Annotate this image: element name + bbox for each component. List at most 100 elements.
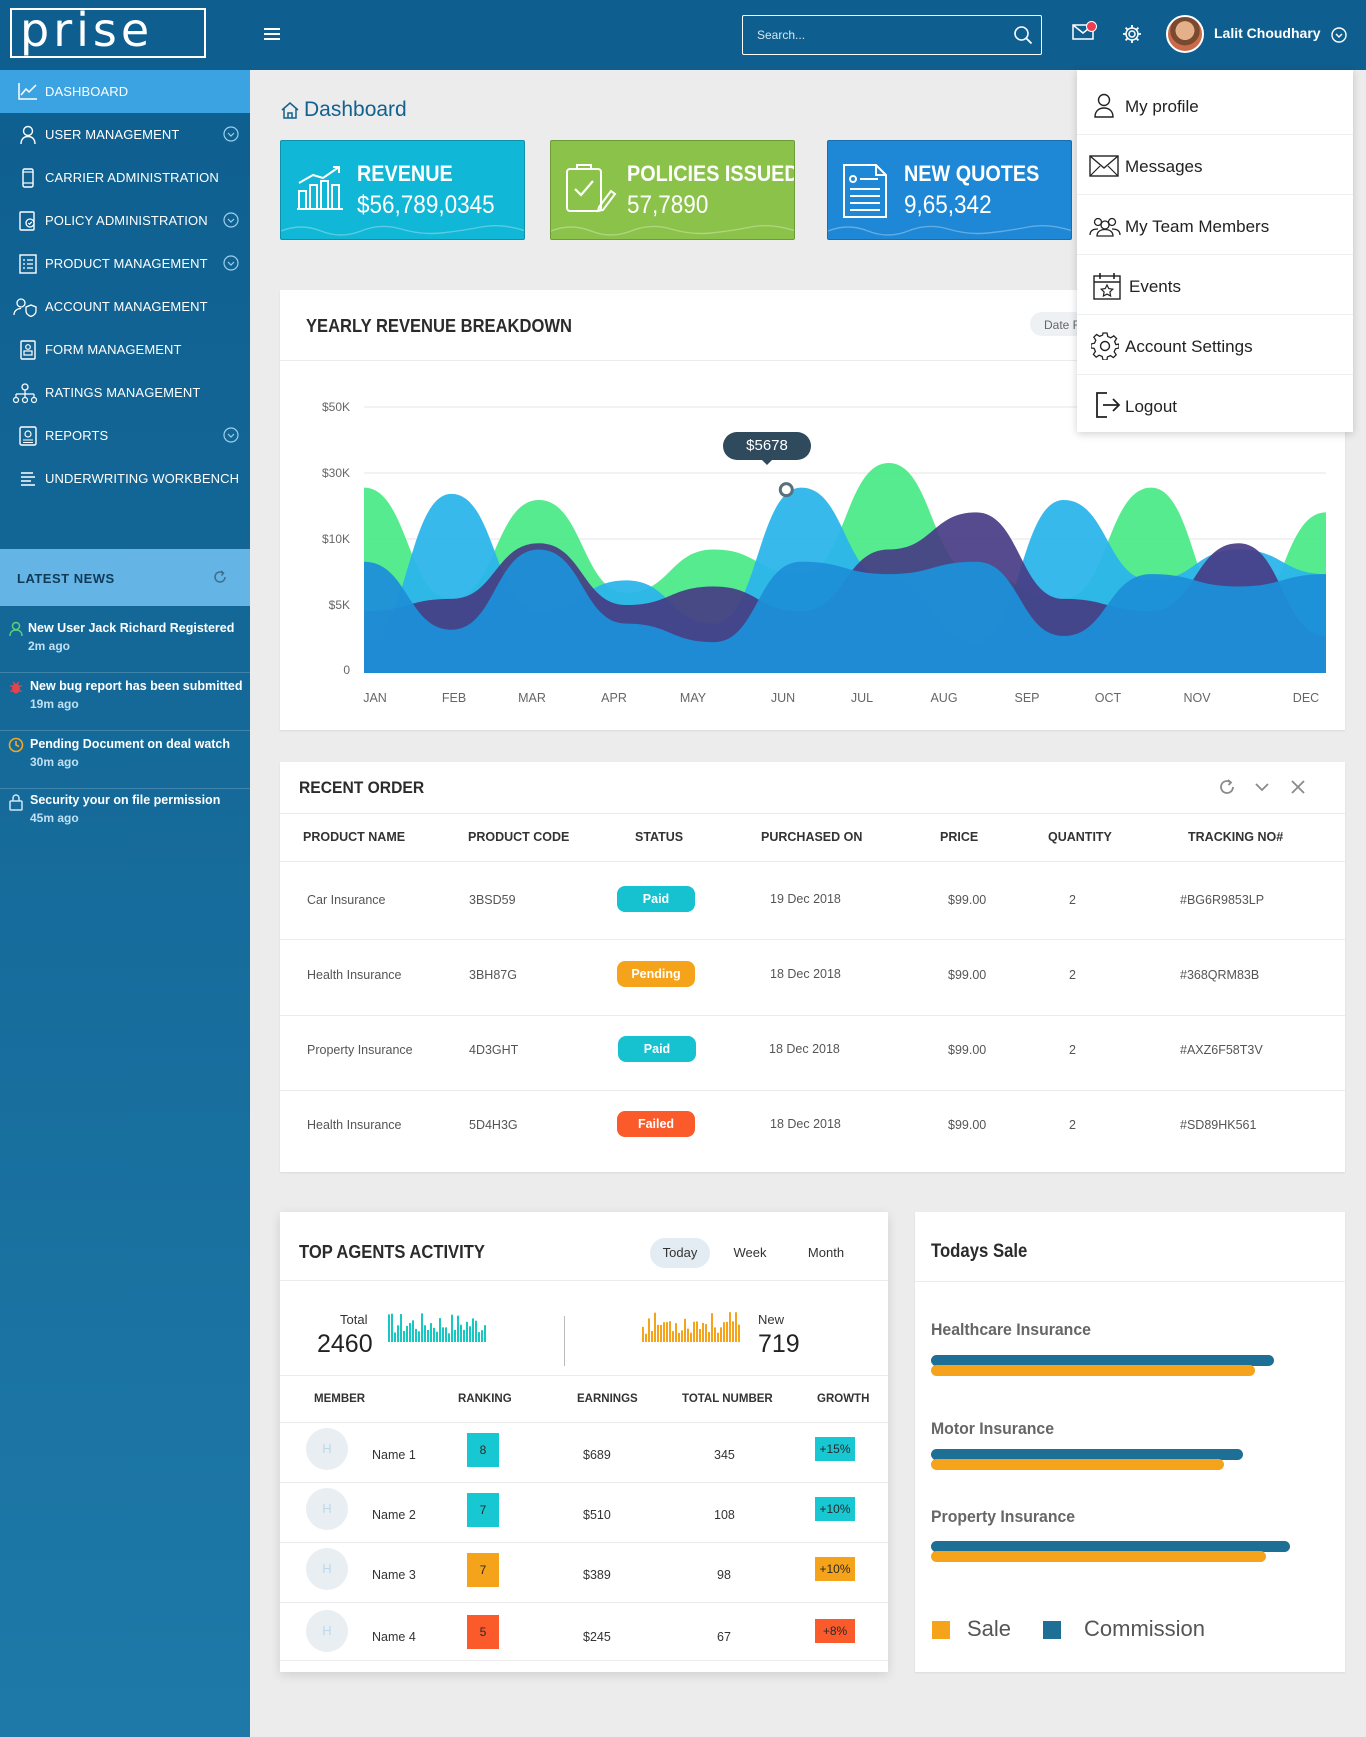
- status-badge[interactable]: Pending: [617, 961, 695, 987]
- commission-legend-label: Commission: [1084, 1616, 1206, 1641]
- sidebar-item-account-management[interactable]: ACCOUNT MANAGEMENT: [0, 285, 250, 328]
- user-name[interactable]: Lalit Choudhary: [1214, 25, 1321, 41]
- menu-item-account-settings[interactable]: Account Settings: [1077, 315, 1353, 375]
- x-tick-label: JUL: [850, 691, 874, 705]
- tracking-number: #BG6R9853LP: [1180, 893, 1265, 907]
- policy-icon: [19, 211, 35, 231]
- refresh-icon[interactable]: [1218, 778, 1236, 796]
- x-tick-label: JUN: [770, 691, 796, 705]
- sidebar-item-label: DASHBOARD: [45, 84, 129, 99]
- search-icon[interactable]: [1013, 25, 1033, 45]
- sidebar-item-product-management[interactable]: PRODUCT MANAGEMENT: [0, 242, 250, 285]
- menu-item-logout[interactable]: Logout: [1077, 375, 1353, 435]
- sidebar-item-label: REPORTS: [45, 428, 109, 443]
- divider: [280, 939, 1345, 940]
- news-text: New User Jack Richard Registered: [28, 621, 235, 635]
- stat-card-revenue[interactable]: REVENUE $56,789,0345: [280, 140, 525, 240]
- sidebar: [0, 70, 250, 1737]
- divider: [280, 1660, 888, 1661]
- menu-toggle-icon[interactable]: [264, 28, 280, 40]
- sidebar-item-dashboard[interactable]: DASHBOARD: [0, 70, 250, 113]
- news-item[interactable]: Pending Document on deal watch 30m ago: [0, 731, 250, 789]
- stat-card-new-quotes[interactable]: NEW QUOTES 9,65,342: [827, 140, 1072, 240]
- news-item[interactable]: New User Jack Richard Registered 2m ago: [0, 615, 250, 673]
- sparkline-bar: [475, 1320, 477, 1342]
- ranking-badge: 7: [467, 1493, 499, 1527]
- news-item[interactable]: New bug report has been submitted 19m ag…: [0, 673, 250, 731]
- column-header: STATUS: [635, 830, 684, 844]
- sparkline-bar: [439, 1318, 441, 1342]
- todays-sale-title: Todays Sale: [931, 1241, 1028, 1262]
- search-input[interactable]: [743, 16, 1003, 54]
- status-badge[interactable]: Paid: [618, 1036, 696, 1062]
- sparkline-bar: [457, 1315, 459, 1342]
- document-icon: [843, 164, 887, 218]
- sidebar-item-label: UNDERWRITING WORKBENCH: [45, 471, 240, 486]
- sparkline-bar: [409, 1322, 411, 1342]
- menu-item-messages[interactable]: Messages: [1077, 135, 1353, 195]
- sidebar-item-user-management[interactable]: USER MANAGEMENT: [0, 113, 250, 156]
- chevron-down-icon[interactable]: [223, 126, 239, 142]
- sidebar-item-ratings-management[interactable]: RATINGS MANAGEMENT: [0, 371, 250, 414]
- y-tick-label: $5K: [328, 598, 350, 612]
- sidebar-item-underwriting-workbench[interactable]: UNDERWRITING WORKBENCH: [0, 457, 250, 500]
- sparkline-bar: [663, 1322, 665, 1342]
- settings-gear-icon[interactable]: [1122, 24, 1142, 44]
- close-icon[interactable]: [1289, 778, 1307, 796]
- ranking-badge: 8: [467, 1433, 499, 1467]
- sidebar-item-carrier-administration[interactable]: CARRIER ADMINISTRATION: [0, 156, 250, 199]
- refresh-icon[interactable]: [213, 570, 227, 584]
- earnings: $245: [583, 1630, 611, 1644]
- divider: [280, 861, 1345, 862]
- product-code: 3BSD59: [469, 893, 516, 907]
- sparkline-bar: [406, 1325, 408, 1342]
- logo[interactable]: prise: [10, 8, 206, 58]
- tab-today[interactable]: Today: [650, 1238, 710, 1268]
- divider: [915, 1281, 1345, 1282]
- menu-item-my-profile[interactable]: My profile: [1077, 75, 1353, 135]
- sidebar-item-label: CARRIER ADMINISTRATION: [45, 170, 219, 185]
- line-chart-icon: [18, 83, 37, 100]
- menu-item-my-team-members[interactable]: My Team Members: [1077, 195, 1353, 255]
- stat-value: 57,7890: [627, 191, 709, 219]
- x-tick-label: AUG: [930, 691, 958, 705]
- home-icon[interactable]: [280, 100, 300, 120]
- tracking-number: #368QRM83B: [1180, 968, 1260, 982]
- stat-card-policies[interactable]: POLICIES ISSUED 57,7890: [550, 140, 795, 240]
- user-avatar[interactable]: [1166, 15, 1204, 53]
- product-code: 4D3GHT: [469, 1043, 519, 1057]
- lines-icon: [21, 472, 35, 486]
- top-bar: prise Lalit Choudhary: [0, 0, 1366, 70]
- member-name: Name 1: [372, 1448, 416, 1462]
- sidebar-item-policy-administration[interactable]: POLICY ADMINISTRATION: [0, 199, 250, 242]
- sidebar-item-reports[interactable]: REPORTS: [0, 414, 250, 457]
- sparkline-bar: [391, 1313, 393, 1342]
- new-label: New: [758, 1312, 785, 1327]
- notifications-mail[interactable]: [1072, 21, 1097, 40]
- x-tick-label: SEP: [1014, 691, 1040, 705]
- chevron-down-icon[interactable]: [223, 212, 239, 228]
- sidebar-item-label: FORM MANAGEMENT: [45, 342, 182, 357]
- chevron-down-icon[interactable]: [223, 255, 239, 271]
- chevron-down-icon[interactable]: [223, 427, 239, 443]
- chevron-down-icon[interactable]: [1253, 778, 1271, 796]
- x-tick-label: MAR: [518, 691, 546, 705]
- sparkline-bar: [669, 1321, 671, 1342]
- sparkline-bar: [717, 1332, 719, 1342]
- commission-bar: [931, 1541, 1290, 1552]
- sparkline-bar: [735, 1312, 737, 1342]
- gear-icon: [1091, 332, 1119, 360]
- menu-item-events[interactable]: Events: [1077, 255, 1353, 315]
- status-badge[interactable]: Failed: [617, 1111, 695, 1137]
- status-badge[interactable]: Paid: [617, 886, 695, 912]
- menu-item-label: My Team Members: [1125, 217, 1270, 236]
- sparkline-bar: [472, 1318, 474, 1342]
- news-item[interactable]: Security your on file permission 45m ago: [0, 787, 250, 845]
- news-text: Security your on file permission: [30, 793, 221, 807]
- tab-month[interactable]: Month: [807, 1245, 845, 1260]
- tab-week[interactable]: Week: [733, 1245, 767, 1260]
- sparkline-bar: [460, 1324, 462, 1342]
- sparkline-bar: [705, 1324, 707, 1342]
- chevron-down-icon[interactable]: [1331, 27, 1347, 43]
- sidebar-item-form-management[interactable]: FORM MANAGEMENT: [0, 328, 250, 371]
